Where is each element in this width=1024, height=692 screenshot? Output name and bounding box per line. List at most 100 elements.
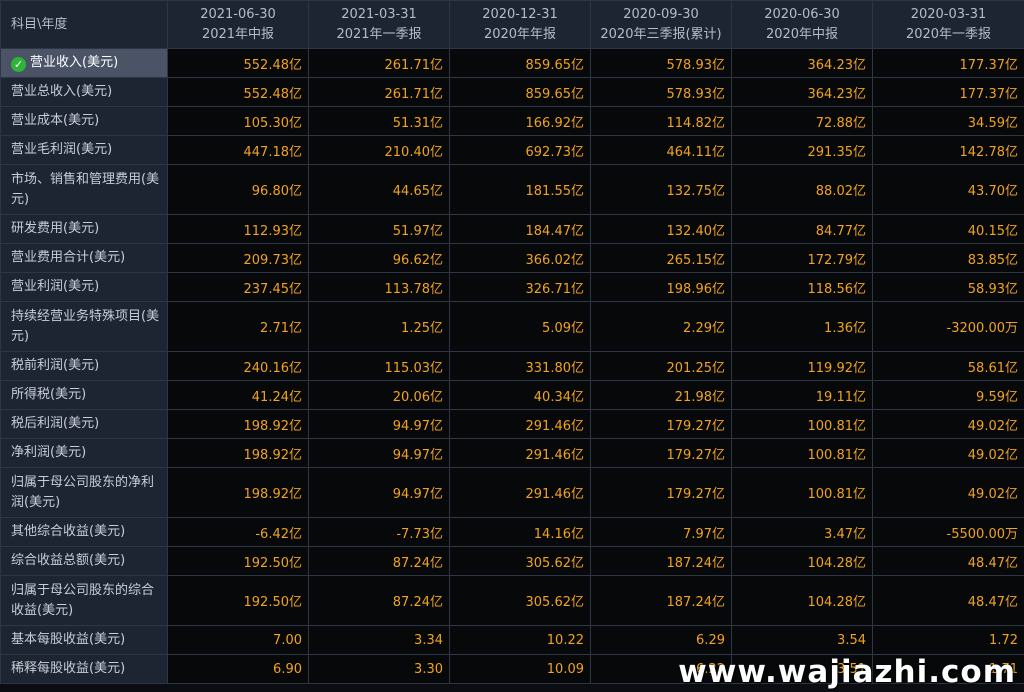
value-cell: 119.92亿 <box>731 351 873 381</box>
value-cell: 43.70亿 <box>872 164 1024 215</box>
table-row[interactable]: 营业成本(美元) 105.30亿 51.31亿 166.92亿 114.82亿 72.88… <box>0 106 1024 136</box>
value-cell: 181.55亿 <box>449 164 591 215</box>
row-label-cell[interactable]: 所得税(美元) <box>0 380 168 410</box>
row-label-cell[interactable]: ✓ 营业收入(美元) <box>0 48 168 78</box>
value-cell: 9.59亿 <box>872 380 1024 410</box>
period-date: 2020-09-30 <box>623 6 699 22</box>
table-row[interactable]: 营业费用合计(美元) 209.73亿 96.62亿 366.02亿 265.15亿 172… <box>0 243 1024 273</box>
value-cell: 859.65亿 <box>449 48 591 78</box>
value-cell: 210.40亿 <box>308 135 450 165</box>
table-row[interactable]: 市场、销售和管理费用(美元) 96.80亿 44.65亿 181.55亿 132.75亿… <box>0 164 1024 215</box>
value-cell: 447.18亿 <box>167 135 309 165</box>
value-cell: 49.02亿 <box>872 438 1024 468</box>
table-row[interactable]: 基本每股收益(美元) 7.00 3.34 10.22 6.29 3.54 1.72 <box>0 625 1024 655</box>
value-cell: 88.02亿 <box>731 164 873 215</box>
row-label-cell[interactable]: 归属于母公司股东的综合收益(美元) <box>0 575 168 626</box>
table-row[interactable]: 营业毛利润(美元) 447.18亿 210.40亿 692.73亿 464.11亿 291… <box>0 135 1024 165</box>
row-label-cell[interactable]: 净利润(美元) <box>0 438 168 468</box>
header-row: 科目\年度 2021-06-30 2021年中报 2021-03-31 2021年一… <box>0 0 1024 49</box>
value-cell: 179.27亿 <box>590 467 732 518</box>
value-cell: 44.65亿 <box>308 164 450 215</box>
row-label-cell[interactable]: 营业毛利润(美元) <box>0 135 168 165</box>
table-row[interactable]: 其他综合收益(美元) -6.42亿 -7.73亿 14.16亿 7.97亿 3.47亿 -5… <box>0 517 1024 547</box>
row-label-cell[interactable]: 市场、销售和管理费用(美元) <box>0 164 168 215</box>
table-row[interactable]: 综合收益总额(美元) 192.50亿 87.24亿 305.62亿 187.24亿 104… <box>0 546 1024 576</box>
period-label: 2020年年报 <box>483 26 557 42</box>
value-cell: 49.02亿 <box>872 467 1024 518</box>
period-label: 2021年中报 <box>201 26 275 42</box>
row-label: 所得税(美元) <box>11 387 87 402</box>
value-cell: 118.56亿 <box>731 272 873 302</box>
row-label-cell[interactable]: 综合收益总额(美元) <box>0 546 168 576</box>
row-label-cell[interactable]: 稀释每股收益(美元) <box>0 654 168 684</box>
period-header[interactable]: 2021-06-30 2021年中报 <box>167 0 309 49</box>
value-cell: 2.71亿 <box>167 301 309 352</box>
row-label-cell[interactable]: 营业利润(美元) <box>0 272 168 302</box>
period-date: 2021-06-30 <box>200 6 276 22</box>
value-cell: 142.78亿 <box>872 135 1024 165</box>
value-cell: 115.03亿 <box>308 351 450 381</box>
value-cell: 331.80亿 <box>449 351 591 381</box>
row-label-cell[interactable]: 研发费用(美元) <box>0 214 168 244</box>
value-cell: 261.71亿 <box>308 48 450 78</box>
period-header[interactable]: 2021-03-31 2021年一季报 <box>308 0 450 49</box>
value-cell: 166.92亿 <box>449 106 591 136</box>
table-row[interactable]: 净利润(美元) 198.92亿 94.97亿 291.46亿 179.27亿 100.81… <box>0 438 1024 468</box>
period-header[interactable]: 2020-09-30 2020年三季报(累计) <box>590 0 732 49</box>
value-cell: 179.27亿 <box>590 438 732 468</box>
value-cell: 100.81亿 <box>731 438 873 468</box>
table-row[interactable]: 营业总收入(美元) 552.48亿 261.71亿 859.65亿 578.93亿 364… <box>0 77 1024 107</box>
value-cell: 184.47亿 <box>449 214 591 244</box>
row-label-cell[interactable]: 基本每股收益(美元) <box>0 625 168 655</box>
value-cell: 94.97亿 <box>308 438 450 468</box>
value-cell: 198.92亿 <box>167 409 309 439</box>
row-label-cell[interactable]: 持续经营业务特殊项目(美元) <box>0 301 168 352</box>
table-row[interactable]: 研发费用(美元) 112.93亿 51.97亿 184.47亿 132.40亿 84.77… <box>0 214 1024 244</box>
period-header[interactable]: 2020-12-31 2020年年报 <box>449 0 591 49</box>
value-cell: 34.59亿 <box>872 106 1024 136</box>
row-label-cell[interactable]: 营业费用合计(美元) <box>0 243 168 273</box>
value-cell: 1.25亿 <box>308 301 450 352</box>
table-row[interactable]: 税后利润(美元) 198.92亿 94.97亿 291.46亿 179.27亿 100.8… <box>0 409 1024 439</box>
table-row[interactable]: 税前利润(美元) 240.16亿 115.03亿 331.80亿 201.25亿 119.… <box>0 351 1024 381</box>
table-row[interactable]: 归属于母公司股东的综合收益(美元) 192.50亿 87.24亿 305.62亿 187… <box>0 575 1024 626</box>
period-header[interactable]: 2020-03-31 2020年一季报 <box>872 0 1024 49</box>
value-cell: 96.80亿 <box>167 164 309 215</box>
table-row[interactable]: 稀释每股收益(美元) 6.90 3.30 10.09 6.22 3.51 1.71 <box>0 654 1024 684</box>
table-row[interactable]: 持续经营业务特殊项目(美元) 2.71亿 1.25亿 5.09亿 2.29亿 1.36亿 -… <box>0 301 1024 352</box>
table-row[interactable]: ✓ 营业收入(美元) 552.48亿 261.71亿 859.65亿 578.93亿 364… <box>0 48 1024 78</box>
value-cell: 192.50亿 <box>167 575 309 626</box>
value-cell: 87.24亿 <box>308 575 450 626</box>
row-label-cell[interactable]: 其他综合收益(美元) <box>0 517 168 547</box>
row-label: 归属于母公司股东的综合收益(美元) <box>11 582 155 618</box>
period-label: 2020年三季报(累计) <box>600 26 722 42</box>
value-cell: 552.48亿 <box>167 48 309 78</box>
value-cell: 1.36亿 <box>731 301 873 352</box>
table-row[interactable]: 营业利润(美元) 237.45亿 113.78亿 326.71亿 198.96亿 118.… <box>0 272 1024 302</box>
value-cell: -7.73亿 <box>308 517 450 547</box>
value-cell: 113.78亿 <box>308 272 450 302</box>
row-label-cell[interactable]: 税前利润(美元) <box>0 351 168 381</box>
period-header[interactable]: 2020-06-30 2020年中报 <box>731 0 873 49</box>
row-label: 综合收益总额(美元) <box>11 553 126 568</box>
value-cell: 48.47亿 <box>872 575 1024 626</box>
value-cell: 19.11亿 <box>731 380 873 410</box>
value-cell: 265.15亿 <box>590 243 732 273</box>
row-label-cell[interactable]: 营业总收入(美元) <box>0 77 168 107</box>
period-label: 2020年一季报 <box>905 26 992 42</box>
table-row[interactable]: 所得税(美元) 41.24亿 20.06亿 40.34亿 21.98亿 19.11亿 9.5… <box>0 380 1024 410</box>
value-cell: 364.23亿 <box>731 77 873 107</box>
value-cell: 132.40亿 <box>590 214 732 244</box>
row-label-cell[interactable]: 营业成本(美元) <box>0 106 168 136</box>
row-label-cell[interactable]: 归属于母公司股东的净利润(美元) <box>0 467 168 518</box>
value-cell: 6.90 <box>167 654 309 684</box>
value-cell: 305.62亿 <box>449 546 591 576</box>
period-label: 2020年中报 <box>765 26 839 42</box>
row-label: 其他综合收益(美元) <box>11 524 126 539</box>
value-cell: 48.47亿 <box>872 546 1024 576</box>
row-label-cell[interactable]: 税后利润(美元) <box>0 409 168 439</box>
table-row[interactable]: 归属于母公司股东的净利润(美元) 198.92亿 94.97亿 291.46亿 179.… <box>0 467 1024 518</box>
value-cell: 96.62亿 <box>308 243 450 273</box>
row-label: 税后利润(美元) <box>11 416 100 431</box>
value-cell: -6.42亿 <box>167 517 309 547</box>
